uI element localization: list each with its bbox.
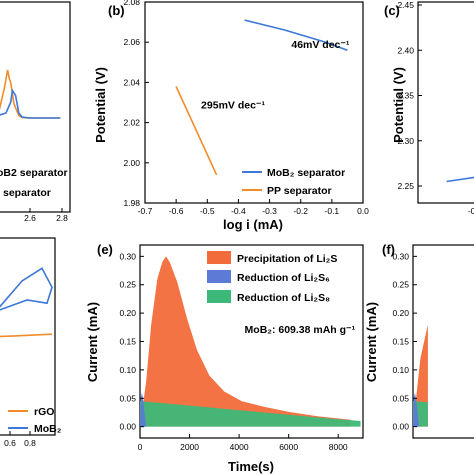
panel-b-ytick-label-3: 2.04 — [123, 77, 140, 87]
panel-e-area-1 — [140, 392, 147, 427]
panel-a-xtick-label-0: 2.6 — [24, 213, 36, 223]
panel-f-ytick-label-3: 0.15 — [392, 337, 409, 347]
panel-d-series-0 — [0, 333, 53, 338]
panel-b-ytick-label-5: 2.08 — [123, 0, 140, 7]
panel-b-xtick-label-4: -0.3 — [262, 206, 277, 216]
panel-b-ylabel: Potential (V) — [93, 67, 108, 143]
panel-d-xtick-label-1: 0.6 — [4, 438, 16, 448]
panel-e-area-0 — [140, 256, 351, 427]
panel-e-xtick-label-0: 0 — [138, 442, 143, 452]
panel-f-ytick-label-0: 0.00 — [392, 422, 409, 432]
panel-f-ytick-label-6: 0.30 — [392, 251, 409, 261]
panel-f-area-1 — [413, 392, 420, 427]
chart-marks: 2.6 2.8 -0.7 -0.6 -0.5 -0.4 -0.3 -0.2 -0.1 0.0 1.9… — [0, 0, 474, 452]
panel-a-frame — [0, 1, 71, 213]
panel-b-annotation-1: 295mV dec⁻¹ — [201, 100, 265, 112]
panel-c-xtick-label-0: -0.5 — [468, 206, 474, 216]
panel-a-series-0 — [0, 69, 61, 119]
panel-f-label: (f) — [382, 242, 395, 257]
panel-e-ytick-label-5: 0.25 — [119, 280, 136, 290]
panel-e-annotation-0: MoB₂: 609.38 mAh g⁻¹ — [245, 324, 356, 336]
panel-b-ytick-label-0: 1.98 — [123, 198, 140, 208]
panel-b-annotation-0: 46mV dec⁻¹ — [291, 39, 350, 51]
panel-e-legend-swatch-li2s — [207, 251, 231, 264]
panel-d-legend-mob2: MoB₂ — [34, 423, 62, 435]
panel-e-label: (e) — [97, 242, 113, 257]
panel-e-ytick-label-0: 0.00 — [119, 422, 136, 432]
panel-b-xtick-label-7: 0.0 — [357, 206, 369, 216]
panel-a-legend-blue: oB2 separator — [0, 167, 68, 179]
panel-e-legend-li2s8: Reduction of Li₂S₈ — [237, 292, 330, 304]
panel-b-ytick-label-4: 2.06 — [123, 37, 140, 47]
panel-b-ytick-label-1: 2.00 — [123, 158, 140, 168]
panel-d-xtick-label-2: 0.8 — [24, 438, 36, 448]
panel-d-legend-rgo: rGO — [34, 406, 54, 418]
panel-e-legend-swatch-li2s6 — [207, 270, 231, 283]
panel-c-frame — [417, 1, 474, 204]
panel-c-ytick-label-3: 2.40 — [397, 45, 414, 55]
panel-b-xtick-label-1: -0.6 — [169, 206, 184, 216]
panel-b-legend-mob2: MoB₂ separator — [267, 167, 345, 179]
panel-e-legend-li2s: Precipitation of Li₂S — [237, 253, 337, 265]
panel-d-frame — [0, 237, 56, 436]
panel-e-xtick-label-2: 4000 — [230, 442, 249, 452]
panel-a-series-1 — [0, 88, 61, 119]
panel-c-ytick-label-0: 2.25 — [397, 181, 414, 191]
panel-f-ytick-label-4: 0.20 — [392, 308, 409, 318]
panel-c-ytick-label-1: 2.30 — [397, 136, 414, 146]
panel-b-series-1 — [175, 86, 218, 176]
panel-b-xtick-label-3: -0.4 — [231, 206, 246, 216]
panel-e-legend-li2s6: Reduction of Li₂S₆ — [237, 272, 330, 284]
panel-f-ylabel: Current (mA) — [364, 302, 379, 382]
panel-c-series-0 — [446, 176, 474, 183]
panel-d-series-1 — [0, 267, 53, 311]
panel-f-ytick-label-1: 0.05 — [392, 393, 409, 403]
panel-b-xtick-label-0: -0.7 — [138, 206, 153, 216]
panel-b-ytick-label-2: 2.02 — [123, 118, 140, 128]
panel-c-label: (c) — [384, 3, 400, 18]
panel-e-xtick-label-3: 6000 — [279, 442, 298, 452]
panel-b-xlabel: log i (mA) — [223, 217, 283, 232]
panel-e-ytick-label-1: 0.05 — [119, 393, 136, 403]
panel-b-legend-pp: PP separator — [267, 185, 332, 197]
panel-e-ytick-label-3: 0.15 — [119, 337, 136, 347]
panel-f-ytick-label-2: 0.10 — [392, 365, 409, 375]
panel-e-area-2 — [140, 401, 361, 427]
panel-f-area-0 — [413, 324, 428, 427]
panel-b-label: (b) — [108, 3, 125, 18]
panel-c-ytick-label-2: 2.35 — [397, 91, 414, 101]
panel-e-ytick-label-2: 0.10 — [119, 365, 136, 375]
panel-b-series-0 — [244, 19, 348, 51]
panel-e-xtick-label-1: 2000 — [180, 442, 199, 452]
panel-b-xtick-label-5: -0.2 — [293, 206, 308, 216]
panel-e-xtick-label-4: 8000 — [329, 442, 348, 452]
panel-b-xtick-label-2: -0.5 — [200, 206, 215, 216]
panel-e-legend-swatch-li2s8 — [207, 290, 231, 303]
panel-f-ytick-label-5: 0.25 — [392, 280, 409, 290]
panel-c-ytick-label-4: 2.45 — [397, 0, 414, 10]
panel-e-ylabel: Current (mA) — [85, 302, 100, 382]
panel-a-legend-orange: separator — [3, 187, 51, 199]
panel-b-xtick-label-6: -0.1 — [325, 206, 340, 216]
panel-e-ytick-label-4: 0.20 — [119, 308, 136, 318]
panel-c-ylabel: Potential (V) — [391, 67, 406, 143]
panel-a-xtick-label-1: 2.8 — [56, 213, 68, 223]
panel-b-frame — [144, 1, 364, 204]
panel-e-xlabel: Time(s) — [228, 459, 274, 474]
panel-e-ytick-label-6: 0.30 — [119, 251, 136, 261]
